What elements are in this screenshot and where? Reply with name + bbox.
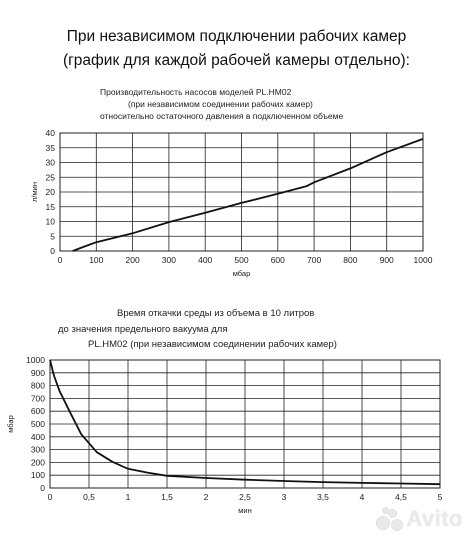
y-tick-label: 500	[31, 419, 45, 429]
x-tick-label: 0	[48, 492, 53, 502]
y-axis-label: л/мин	[30, 182, 39, 202]
x-tick-label: 1000	[414, 255, 433, 265]
y-tick-label: 600	[31, 406, 45, 416]
y-tick-label: 10	[46, 217, 56, 227]
x-tick-label: 1,5	[161, 492, 173, 502]
x-tick-label: 3	[282, 492, 287, 502]
x-tick-label: 3,5	[317, 492, 329, 502]
pump-capacity-chart: Производительность насосов моделей PL.HM…	[30, 87, 433, 278]
y-tick-label: 300	[31, 445, 45, 455]
y-tick-label: 800	[31, 381, 45, 391]
y-tick-label: 0	[40, 483, 45, 493]
x-tick-label: 1	[126, 492, 131, 502]
y-tick-label: 15	[46, 202, 56, 212]
chart-title-line: PL.HM02 (при независимом соединении рабо…	[88, 339, 337, 350]
avito-watermark: Avito	[376, 506, 463, 532]
page-heading-line-2: (график для каждой рабочей камеры отдель…	[62, 52, 410, 69]
y-tick-label: 20	[46, 187, 56, 197]
x-axis-label: мбар	[233, 269, 251, 278]
y-tick-label: 35	[46, 143, 56, 153]
y-tick-label: 100	[31, 470, 45, 480]
page-heading-line-1: При независимом подключении рабочих каме…	[66, 28, 407, 45]
y-axis-label: мбар	[6, 415, 15, 433]
chart-title-line: относительно остаточного давления в подк…	[100, 111, 343, 121]
chart-title-line: Время откачки среды из объема в 10 литро…	[117, 308, 314, 319]
y-tick-label: 200	[31, 457, 45, 467]
x-tick-label: 200	[126, 255, 140, 265]
data-series-line	[72, 138, 424, 252]
x-tick-label: 300	[162, 255, 176, 265]
chart-title-line: до значения предельного вакуума для	[58, 324, 228, 335]
x-axis-label: мин	[238, 506, 252, 515]
pumpdown-time-chart: Время откачки среды из объема в 10 литро…	[6, 308, 443, 515]
y-tick-label: 400	[31, 432, 45, 442]
y-tick-label: 25	[46, 172, 56, 182]
x-tick-label: 4,5	[395, 492, 407, 502]
x-tick-label: 5	[438, 492, 443, 502]
y-tick-label: 30	[46, 158, 56, 168]
y-tick-label: 0	[50, 246, 55, 256]
x-tick-label: 900	[380, 255, 394, 265]
x-tick-label: 500	[234, 255, 248, 265]
y-tick-label: 5	[50, 231, 55, 241]
y-tick-label: 40	[46, 128, 56, 138]
plot-frame	[49, 359, 441, 489]
avito-dots-icon	[376, 507, 404, 531]
y-tick-label: 700	[31, 393, 45, 403]
plot-frame	[59, 132, 424, 252]
x-tick-label: 100	[89, 255, 103, 265]
x-tick-label: 0	[58, 255, 63, 265]
x-tick-label: 800	[343, 255, 357, 265]
watermark-text: Avito	[406, 506, 463, 531]
x-tick-label: 0,5	[83, 492, 95, 502]
y-tick-label: 900	[31, 368, 45, 378]
y-tick-label: 1000	[26, 355, 45, 365]
x-tick-label: 2,5	[239, 492, 251, 502]
x-tick-label: 4	[360, 492, 365, 502]
x-tick-label: 2	[204, 492, 209, 502]
x-tick-label: 400	[198, 255, 212, 265]
chart-title-line: (при независимом соединении рабочих каме…	[128, 99, 313, 109]
x-tick-label: 700	[307, 255, 321, 265]
x-tick-label: 600	[271, 255, 285, 265]
data-series-line	[49, 359, 441, 486]
chart-title-line: Производительность насосов моделей PL.HM…	[100, 87, 292, 97]
